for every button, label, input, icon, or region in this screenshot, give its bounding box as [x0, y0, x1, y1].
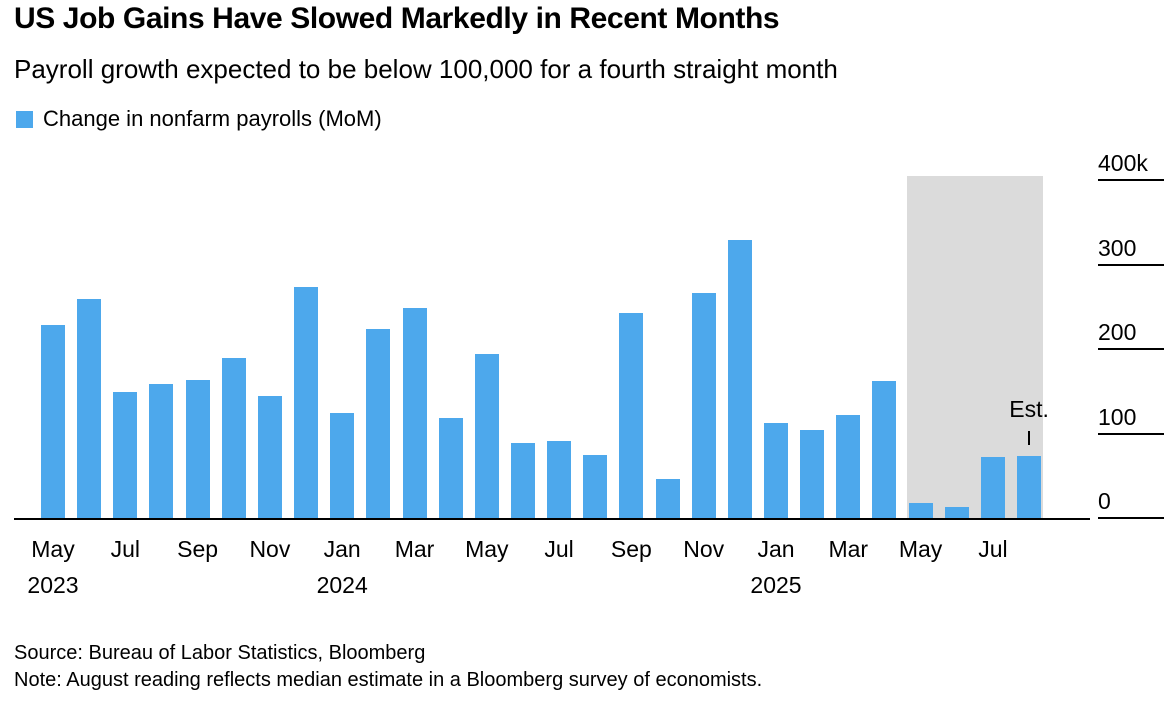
bar-may-2025: [908, 502, 933, 519]
y-axis-label: 300: [1098, 234, 1137, 261]
bar-nov-2024: [691, 293, 716, 519]
bar-aug-2023: [149, 383, 174, 519]
x-axis-label: Jan: [323, 536, 361, 562]
bar-nov-2023: [257, 396, 282, 519]
bar-mar-2024: [402, 307, 427, 519]
bar-sep-2023: [185, 379, 210, 519]
x-axis-label: Sep: [610, 536, 652, 562]
x-axis-label: Sep: [177, 536, 219, 562]
legend-label: Change in nonfarm payrolls (MoM): [43, 106, 382, 131]
bar-jun-2025: [944, 507, 969, 519]
bar-sep-2024: [619, 312, 644, 519]
bar-dec-2023: [294, 286, 319, 519]
x-axis-label: May: [898, 536, 943, 562]
estimate-label: Est.: [1009, 396, 1049, 422]
bar-jun-2024: [510, 442, 535, 519]
bar-apr-2025: [872, 381, 897, 519]
chart-subtitle: Payroll growth expected to be below 100,…: [14, 54, 838, 84]
bar-oct-2023: [221, 358, 246, 519]
x-axis-label: Mar: [828, 536, 869, 562]
x-axis-label: Nov: [683, 536, 725, 562]
bar-jul-2023: [113, 392, 138, 519]
bar-may-2023: [41, 324, 65, 519]
bar-jan-2024: [330, 413, 355, 519]
bar-apr-2024: [438, 417, 463, 519]
legend-swatch-icon: [16, 110, 33, 128]
y-axis-tick-line: [1098, 348, 1164, 350]
x-axis-label: Mar: [394, 536, 435, 562]
x-axis-label: May: [31, 536, 75, 562]
bar-jul-2024: [547, 441, 572, 519]
y-axis-label: 0: [1098, 488, 1111, 514]
x-axis-year-label: 2024: [316, 572, 368, 598]
x-axis-year-label: 2025: [750, 572, 802, 598]
y-axis-tick-line: [1098, 179, 1164, 181]
y-axis-tick-line: [1098, 432, 1164, 435]
bar-feb-2025: [800, 430, 825, 519]
bar-dec-2024: [727, 240, 752, 519]
x-axis-label: Jul: [110, 536, 140, 562]
x-axis-label: Jul: [978, 536, 1008, 562]
x-axis-line: [14, 518, 1090, 520]
bar-aug-2025: [1017, 455, 1042, 519]
y-axis-label: 400k: [1098, 150, 1148, 176]
y-axis-tick-line: [1098, 517, 1164, 519]
bar-jun-2023: [77, 299, 102, 519]
source-text: Source: Bureau of Labor Statistics, Bloo…: [14, 642, 426, 664]
x-axis-year-label: 2023: [27, 572, 79, 598]
bar-aug-2024: [583, 454, 608, 519]
x-axis-label: Jan: [757, 536, 795, 562]
y-axis-label: 200: [1098, 319, 1137, 345]
bar-may-2024: [474, 354, 499, 519]
note-text: Note: August reading reflects median est…: [14, 669, 763, 691]
y-axis-label: 100: [1098, 403, 1137, 430]
x-axis-label: Nov: [249, 536, 291, 562]
x-axis-label: May: [465, 536, 509, 562]
bar-oct-2024: [655, 479, 680, 519]
chart-title: US Job Gains Have Slowed Markedly in Rec…: [14, 2, 780, 35]
estimate-tick-mark: [1028, 431, 1031, 445]
bar-jan-2025: [764, 422, 788, 519]
bar-jul-2025: [980, 457, 1005, 519]
x-axis-label: Jul: [544, 536, 574, 562]
bar-feb-2024: [366, 328, 391, 519]
y-axis-tick-line: [1098, 263, 1164, 266]
legend: Change in nonfarm payrolls (MoM): [16, 106, 382, 132]
bar-mar-2025: [836, 415, 861, 519]
